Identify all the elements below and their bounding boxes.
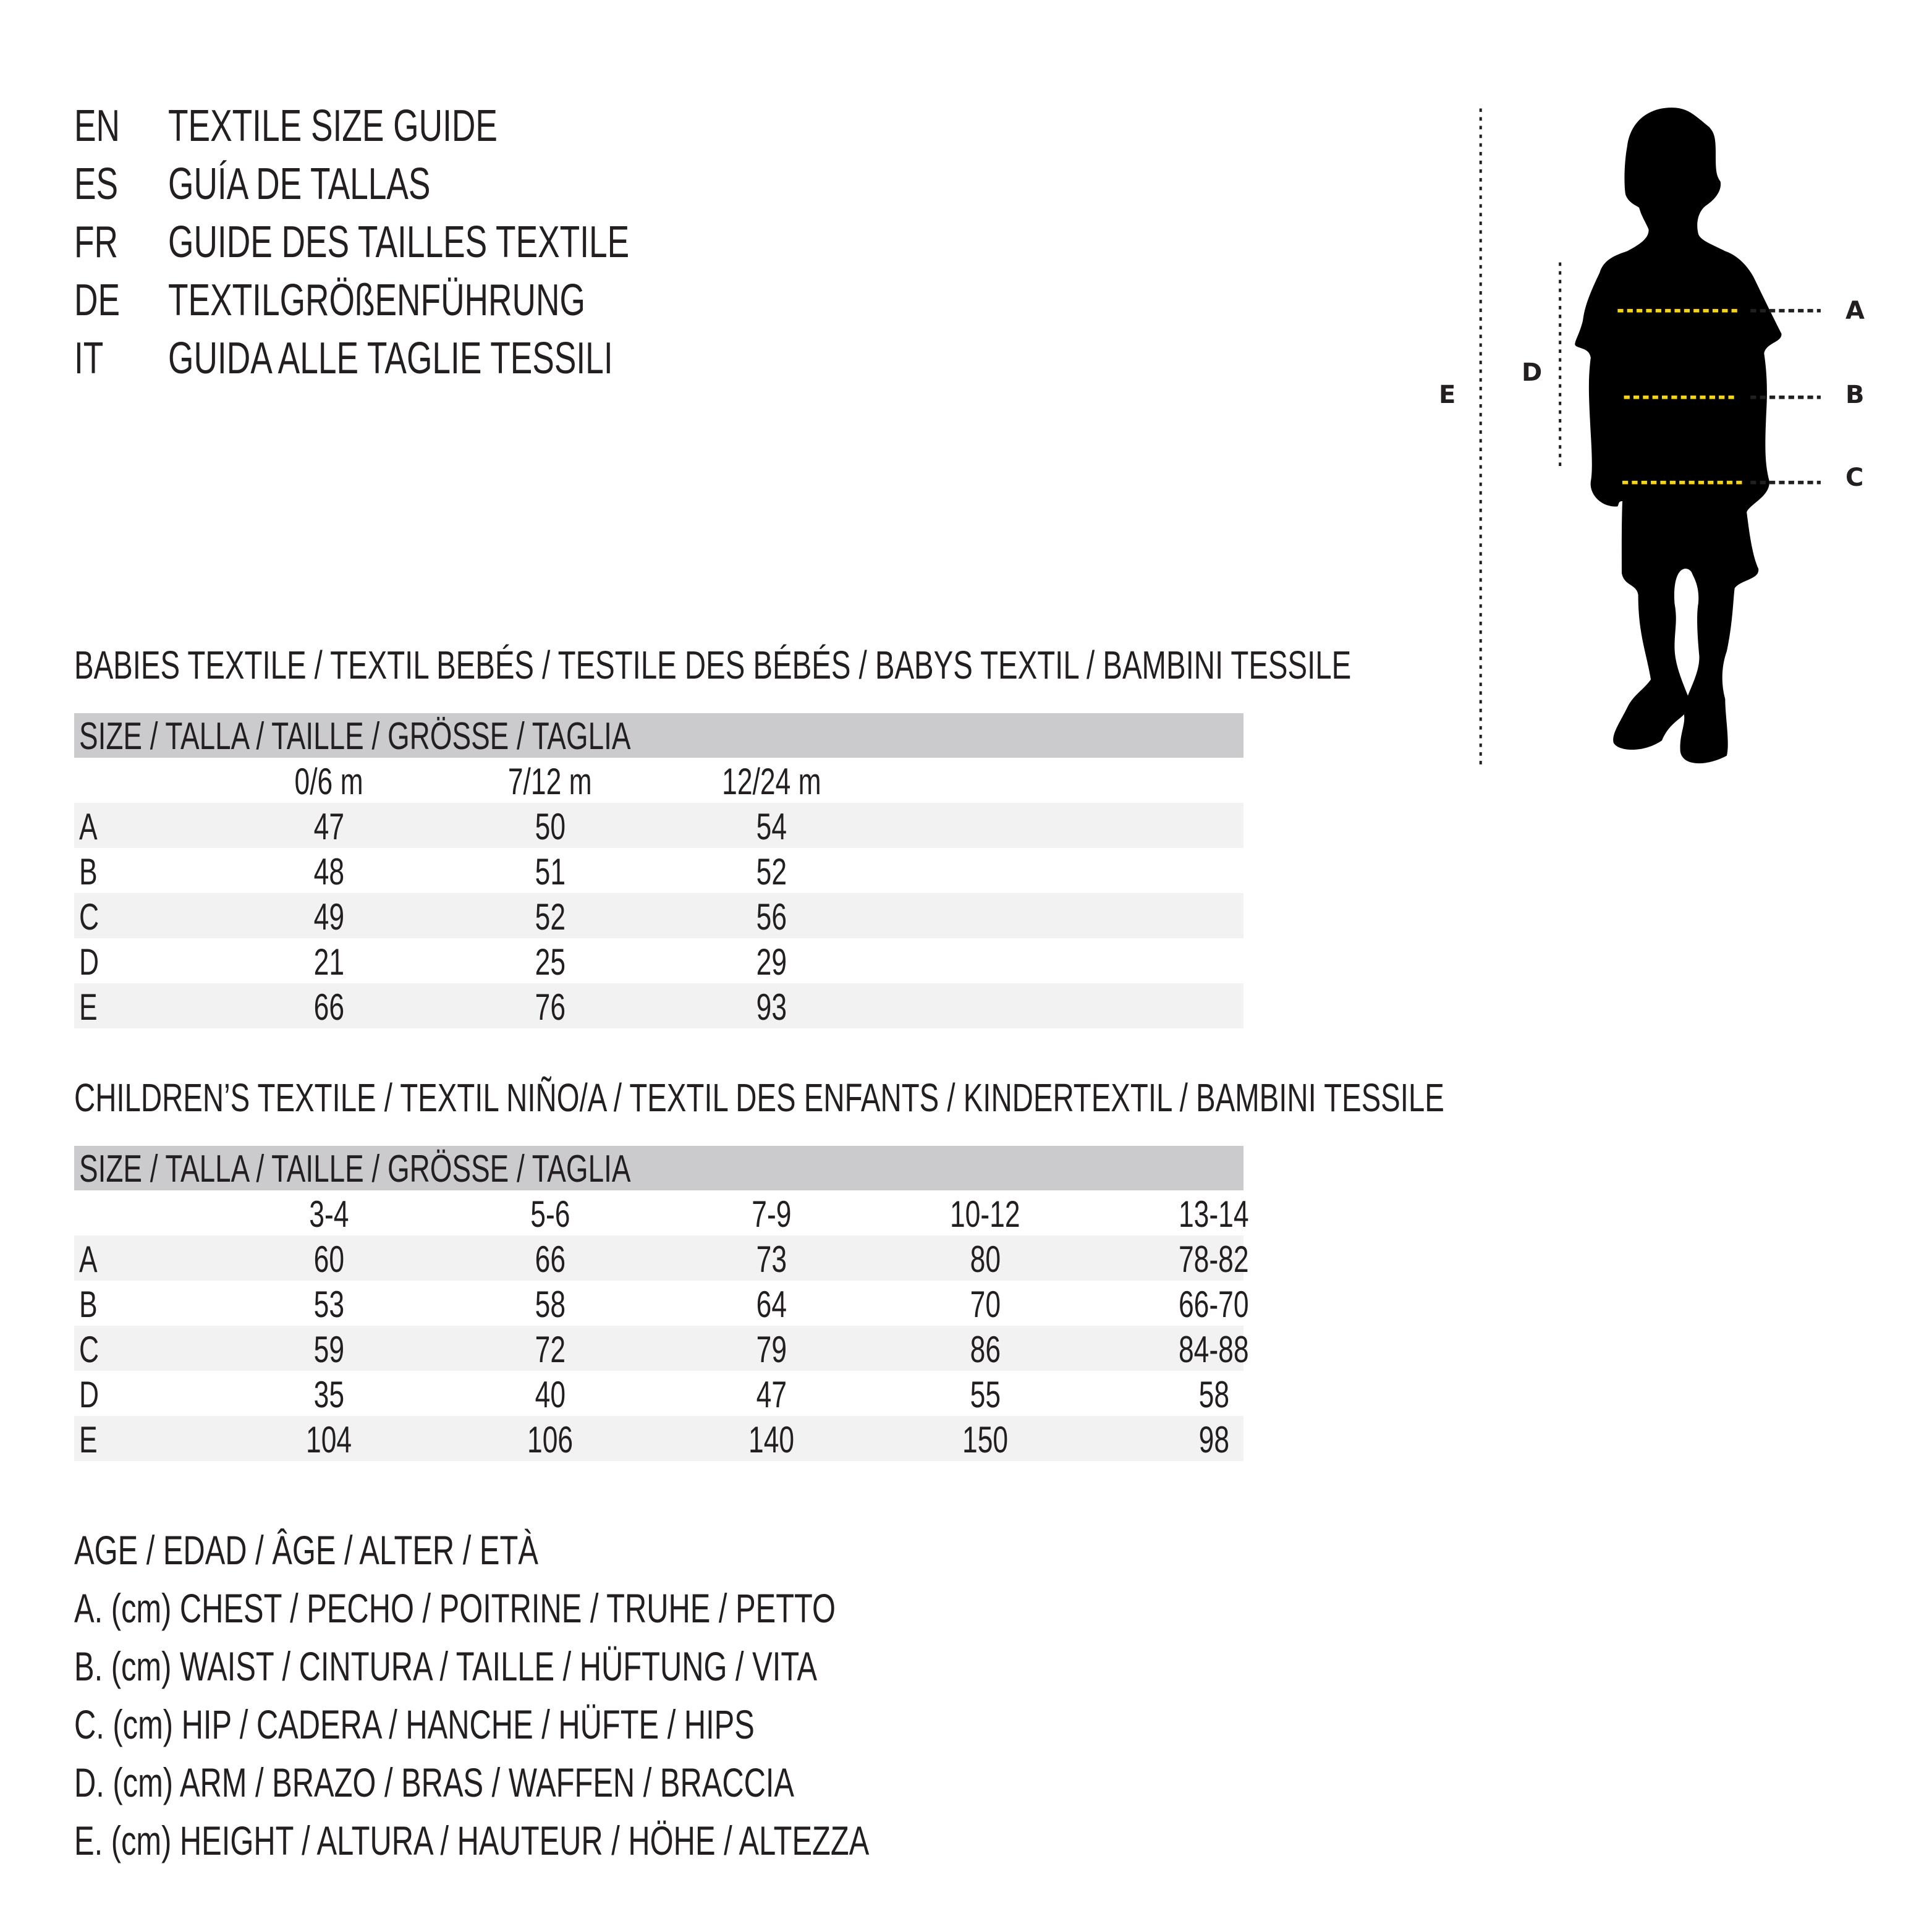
title-text: GUÍA DE TALLAS: [168, 159, 431, 209]
table-cell: 50: [535, 806, 566, 847]
title-text: GUIDE DES TAILLES TEXTILE: [168, 218, 630, 267]
row-label: A: [79, 1239, 98, 1280]
column-header: 3-4: [308, 1193, 349, 1235]
column-header: 13-14: [1179, 1193, 1249, 1235]
table-cell: 40: [535, 1374, 566, 1415]
column-header-row: 3-4 5-6 7-9 10-12 13-14: [74, 1190, 1249, 1235]
table-cell: 76: [535, 986, 566, 1028]
table-row: A 60 66 73 80 78-82: [74, 1235, 1249, 1281]
table-cell: 21: [313, 941, 344, 983]
table-cell: 52: [756, 851, 787, 892]
row-label: D: [79, 1374, 100, 1415]
table-cell: 104: [305, 1419, 352, 1460]
column-header: 12/24 m: [721, 761, 821, 802]
table-cell: 52: [535, 896, 566, 938]
language-code: FR: [74, 218, 119, 267]
row-label: B: [79, 851, 98, 892]
column-header: 10-12: [950, 1193, 1020, 1235]
table-cell: 140: [748, 1419, 795, 1460]
language-code: ES: [74, 159, 119, 209]
label-b: B: [1845, 381, 1865, 409]
table-row: B 53 58 64 70 66-70: [74, 1281, 1249, 1326]
label-c: C: [1845, 464, 1864, 492]
legend-line: E. (cm) HEIGHT / ALTURA / HAUTEUR / HÖHE…: [74, 1818, 870, 1863]
table-row: D 21 25 29: [74, 938, 1244, 983]
table-cell: 78-82: [1179, 1239, 1249, 1280]
table-cell: 150: [962, 1419, 1009, 1460]
table-cell: 58: [535, 1284, 566, 1325]
row-label: C: [79, 896, 100, 938]
legend-line: B. (cm) WAIST / CINTURA / TAILLE / HÜFTU…: [74, 1643, 818, 1689]
legend-line: D. (cm) ARM / BRAZO / BRAS / WAFFEN / BR…: [74, 1760, 795, 1805]
size-header: SIZE / TALLA / TAILLE / GRÖSSE / TAGLIA: [74, 713, 1244, 758]
column-header: 0/6 m: [294, 761, 363, 802]
babies-size-table: SIZE / TALLA / TAILLE / GRÖSSE / TAGLIA 0…: [74, 713, 1244, 1028]
table-row: C 49 52 56: [74, 893, 1244, 938]
table-row: D 35 40 47 55 58: [74, 1371, 1244, 1416]
table-cell: 49: [313, 896, 344, 938]
table-cell: 70: [970, 1284, 1001, 1325]
row-label: B: [79, 1284, 98, 1325]
table-cell: 29: [756, 941, 787, 983]
legend-line: C. (cm) HIP / CADERA / HANCHE / HÜFTE / …: [74, 1701, 755, 1747]
label-a: A: [1845, 297, 1865, 325]
table-cell: 80: [970, 1239, 1001, 1280]
table-row: B 48 51 52: [74, 848, 1244, 893]
child-silhouette: [1575, 108, 1782, 764]
row-label: E: [79, 986, 98, 1028]
table-cell: 48: [313, 851, 344, 892]
table-cell: 25: [535, 941, 566, 983]
row-label: C: [79, 1329, 100, 1370]
label-d: D: [1522, 358, 1543, 387]
table-cell: 84-88: [1179, 1329, 1249, 1370]
language-code: EN: [74, 101, 121, 151]
table-cell: 66: [535, 1239, 566, 1280]
table-cell: 58: [1198, 1374, 1229, 1415]
table-cell: 54: [756, 806, 787, 847]
legend-line: A. (cm) CHEST / PECHO / POITRINE / TRUHE…: [74, 1585, 836, 1631]
row-label: E: [79, 1419, 98, 1460]
title-text: TEXTILGRÖßENFÜHRUNG: [168, 276, 585, 325]
children-heading: CHILDREN’S TEXTILE / TEXTIL NIÑO/A / TEX…: [74, 1075, 1444, 1120]
table-cell: 55: [970, 1374, 1001, 1415]
table-cell: 93: [756, 986, 787, 1028]
table-cell: 53: [313, 1284, 344, 1325]
table-cell: 47: [756, 1374, 787, 1415]
table-cell: 98: [1198, 1419, 1229, 1460]
language-code: IT: [74, 334, 104, 383]
legend-line: AGE / EDAD / ÂGE / ALTER / ETÀ: [74, 1527, 538, 1573]
table-cell: 73: [756, 1239, 787, 1280]
table-cell: 64: [756, 1284, 787, 1325]
table-cell: 51: [535, 851, 566, 892]
table-row: A 47 50 54: [74, 803, 1244, 848]
table-cell: 106: [527, 1419, 574, 1460]
language-code: DE: [74, 276, 121, 325]
label-e: E: [1439, 381, 1456, 409]
table-cell: 66: [313, 986, 344, 1028]
size-header: SIZE / TALLA / TAILLE / GRÖSSE / TAGLIA: [74, 1146, 1244, 1190]
table-cell: 72: [535, 1329, 566, 1370]
table-row: E 104 106 140 150 98: [74, 1416, 1244, 1461]
table-cell: 60: [313, 1239, 344, 1280]
column-header-row: 0/6 m 7/12 m 12/24 m: [74, 758, 1244, 803]
column-header: 7/12 m: [508, 761, 592, 802]
table-cell: 66-70: [1179, 1284, 1249, 1325]
column-header: 7-9: [751, 1193, 792, 1235]
row-label: D: [79, 941, 100, 983]
title-text: GUIDA ALLE TAGLIE TESSILI: [168, 334, 613, 383]
title-text: TEXTILE SIZE GUIDE: [168, 101, 498, 151]
table-cell: 56: [756, 896, 787, 938]
table-cell: 86: [970, 1329, 1001, 1370]
table-row: C 59 72 79 86 84-88: [74, 1326, 1249, 1371]
babies-heading: BABIES TEXTILE / TEXTIL BEBÉS / TESTILE …: [74, 643, 1352, 687]
table-row: E 66 76 93: [74, 983, 1244, 1028]
table-cell: 35: [313, 1374, 344, 1415]
table-cell: 79: [756, 1329, 787, 1370]
column-header: 5-6: [530, 1193, 570, 1235]
table-cell: 59: [313, 1329, 344, 1370]
children-size-table: SIZE / TALLA / TAILLE / GRÖSSE / TAGLIA 3…: [74, 1146, 1249, 1461]
child-silhouette-figure: [1479, 108, 1821, 765]
table-cell: 47: [313, 806, 344, 847]
row-label: A: [79, 806, 98, 847]
